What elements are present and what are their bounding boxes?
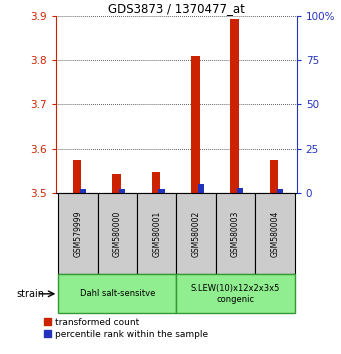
Text: GSM580000: GSM580000: [113, 210, 122, 257]
Legend: transformed count, percentile rank within the sample: transformed count, percentile rank withi…: [44, 318, 209, 338]
Bar: [119, 188, 125, 193]
Bar: [177, 274, 295, 313]
Bar: [137, 193, 177, 274]
Bar: [151, 172, 160, 193]
Bar: [277, 188, 283, 193]
Bar: [98, 193, 137, 274]
Bar: [237, 188, 243, 193]
Bar: [112, 174, 121, 193]
Bar: [58, 274, 177, 313]
Bar: [159, 188, 165, 193]
Bar: [231, 19, 239, 193]
Text: GSM580004: GSM580004: [270, 210, 280, 257]
Text: GSM579999: GSM579999: [73, 210, 83, 257]
Text: strain: strain: [17, 289, 45, 299]
Bar: [198, 184, 204, 193]
Text: S.LEW(10)x12x2x3x5
congenic: S.LEW(10)x12x2x3x5 congenic: [191, 284, 280, 303]
Bar: [270, 160, 279, 193]
Bar: [177, 193, 216, 274]
Title: GDS3873 / 1370477_at: GDS3873 / 1370477_at: [108, 2, 245, 15]
Bar: [73, 160, 81, 193]
Text: GSM580001: GSM580001: [152, 211, 161, 257]
Text: GSM580002: GSM580002: [192, 211, 201, 257]
Bar: [191, 56, 199, 193]
Text: Dahl salt-sensitve: Dahl salt-sensitve: [80, 289, 155, 298]
Bar: [216, 193, 255, 274]
Bar: [58, 193, 98, 274]
Text: GSM580003: GSM580003: [231, 210, 240, 257]
Bar: [80, 188, 86, 193]
Bar: [255, 193, 295, 274]
